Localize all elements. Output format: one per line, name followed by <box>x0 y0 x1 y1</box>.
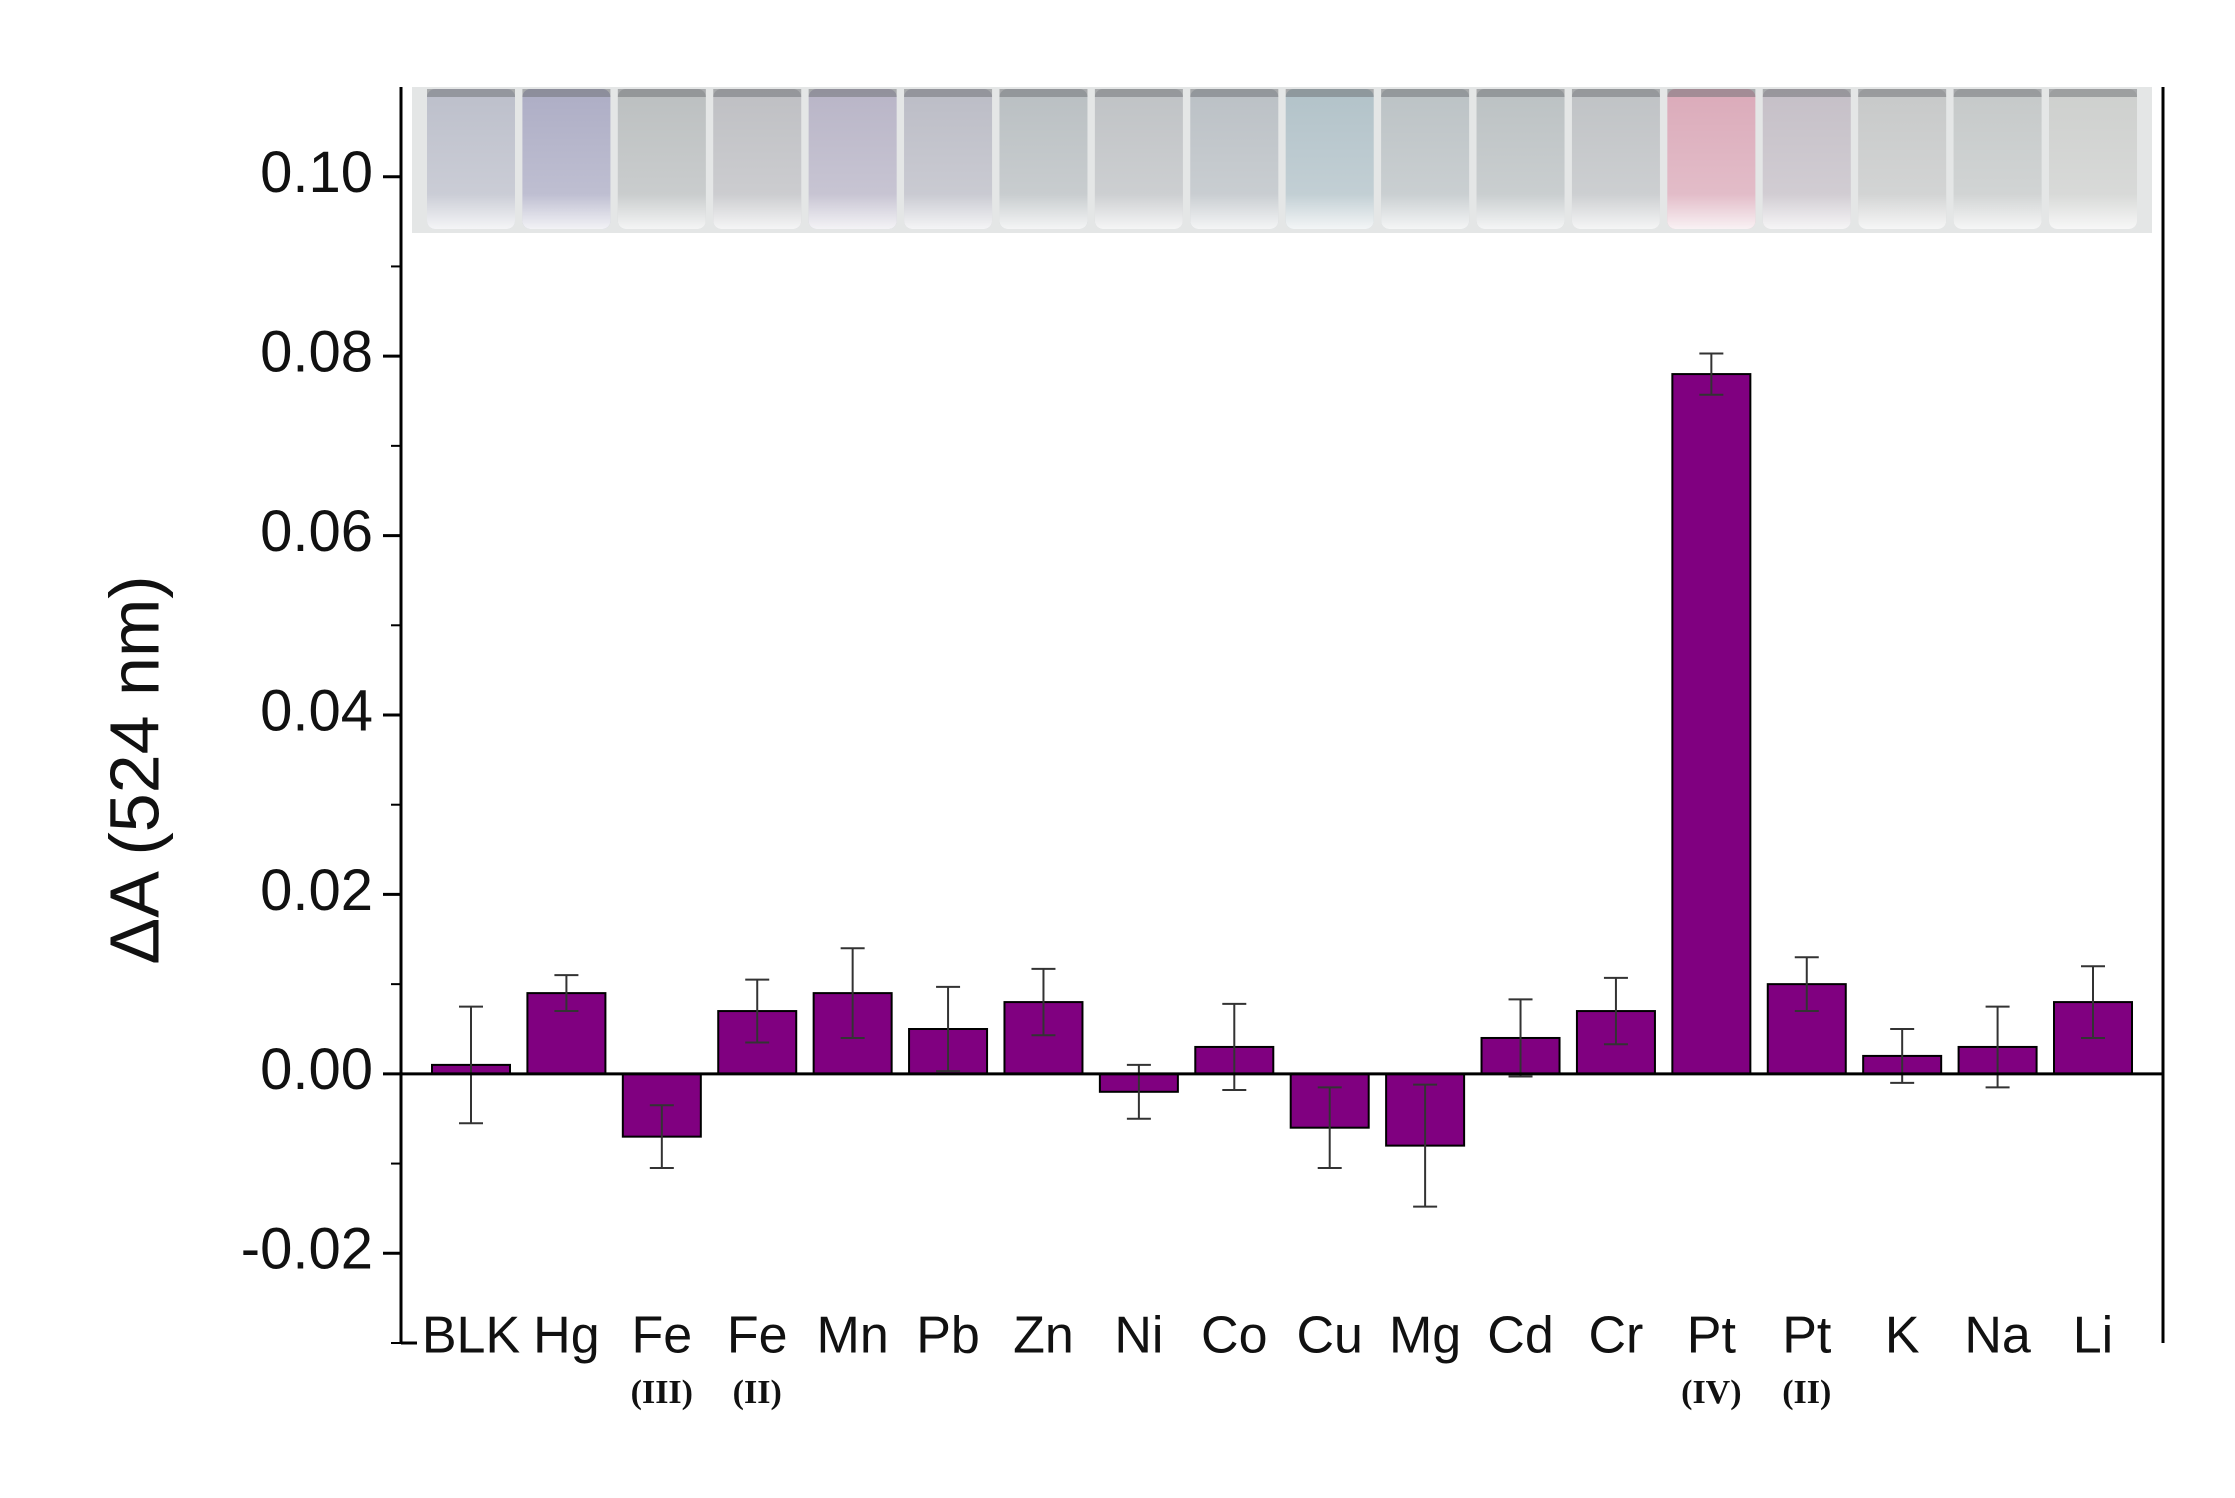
error-bar <box>649 1104 674 1170</box>
vial-shine <box>1667 89 1756 229</box>
vial-shine <box>1953 89 2042 229</box>
vial-shine <box>808 89 897 229</box>
vial-shine <box>999 89 1088 229</box>
error-bar <box>1317 1086 1342 1170</box>
x-tick-label: Li <box>2073 1307 2113 1365</box>
x-tick-label: Pt <box>1687 1307 1737 1365</box>
vial-shine <box>1285 89 1374 229</box>
vial-shine <box>2049 89 2137 229</box>
error-bar <box>1794 956 1819 1013</box>
vial-rim <box>1476 89 1565 97</box>
error-bar <box>459 1005 483 1125</box>
vial-photo <box>427 89 2137 229</box>
vial-rim <box>808 89 897 97</box>
y-tick-label: 0.06 <box>260 499 373 564</box>
error-bar <box>840 947 865 1039</box>
vial-shine <box>1190 89 1279 229</box>
y-tick-label: 0.08 <box>260 319 373 384</box>
error-bar <box>2081 965 2105 1039</box>
vial-rim <box>1858 89 1947 97</box>
error-bar <box>1222 1002 1247 1092</box>
x-tick-sublabel: (II) <box>733 1374 782 1411</box>
y-tick-label: 0.00 <box>260 1037 373 1102</box>
x-tick-label: Ni <box>1114 1307 1163 1365</box>
x-tick-label: Pb <box>916 1307 980 1365</box>
error-bar <box>936 985 961 1073</box>
y-tick-label: -0.02 <box>241 1217 373 1282</box>
x-tick-label: Cu <box>1296 1307 1362 1365</box>
x-tick-label: Na <box>1964 1307 2031 1365</box>
y-tick-label: 0.04 <box>260 678 373 743</box>
x-tick-sublabel: (IV) <box>1681 1374 1741 1411</box>
vial-rim <box>713 89 802 97</box>
x-tick-label: BLK <box>422 1307 521 1365</box>
x-tick-label: Pt <box>1782 1307 1832 1365</box>
vial-rim <box>1953 89 2042 97</box>
vial-shine <box>427 89 515 229</box>
vial-rim <box>1667 89 1756 97</box>
x-tick-sublabel: (III) <box>631 1374 693 1411</box>
vial-rim <box>522 89 611 97</box>
x-tick-label: Cr <box>1589 1307 1644 1365</box>
vial-rim <box>904 89 993 97</box>
error-bar <box>1699 352 1724 396</box>
x-tick-label: Cd <box>1487 1307 1553 1365</box>
error-bar <box>1413 1083 1438 1208</box>
vial-shine <box>617 89 706 229</box>
error-bar <box>1603 976 1628 1046</box>
y-axis-label: ΔA (524 nm) <box>95 575 173 964</box>
error-bar <box>554 974 579 1013</box>
vial-rim <box>427 89 515 97</box>
vial-rim <box>1381 89 1470 97</box>
vial-shine <box>904 89 993 229</box>
bar <box>1671 373 1752 1075</box>
vial-rim <box>1571 89 1660 97</box>
error-bar <box>745 978 770 1044</box>
vial-shine <box>522 89 611 229</box>
vial-rim <box>999 89 1088 97</box>
y-tick-label: 0.02 <box>260 858 373 923</box>
vial-rim <box>1190 89 1279 97</box>
x-tick-label: Fe <box>631 1307 692 1365</box>
vial-shine <box>1476 89 1565 229</box>
vial-shine <box>1858 89 1947 229</box>
x-tick-label: Zn <box>1013 1307 1074 1365</box>
vial-rim <box>2049 89 2137 97</box>
error-bar <box>1031 967 1056 1037</box>
x-tick-label: Hg <box>533 1307 599 1365</box>
x-tick-label: K <box>1885 1307 1920 1365</box>
x-tick-label: Fe <box>727 1307 788 1365</box>
vial-shine <box>1381 89 1470 229</box>
x-tick-sublabel: (II) <box>1782 1374 1831 1411</box>
vial-shine <box>1094 89 1183 229</box>
x-tick-label: Co <box>1201 1307 1267 1365</box>
vial-shine <box>713 89 802 229</box>
y-tick-label: 0.10 <box>260 140 373 205</box>
error-bar <box>1508 998 1533 1078</box>
vial-rim <box>1094 89 1183 97</box>
vial-rim <box>617 89 706 97</box>
x-tick-label: Mg <box>1389 1307 1461 1365</box>
vial-shine <box>1571 89 1660 229</box>
vial-rim <box>1285 89 1374 97</box>
vial-rim <box>1762 89 1851 97</box>
vial-shine <box>1762 89 1851 229</box>
x-tick-label: Mn <box>817 1307 889 1365</box>
